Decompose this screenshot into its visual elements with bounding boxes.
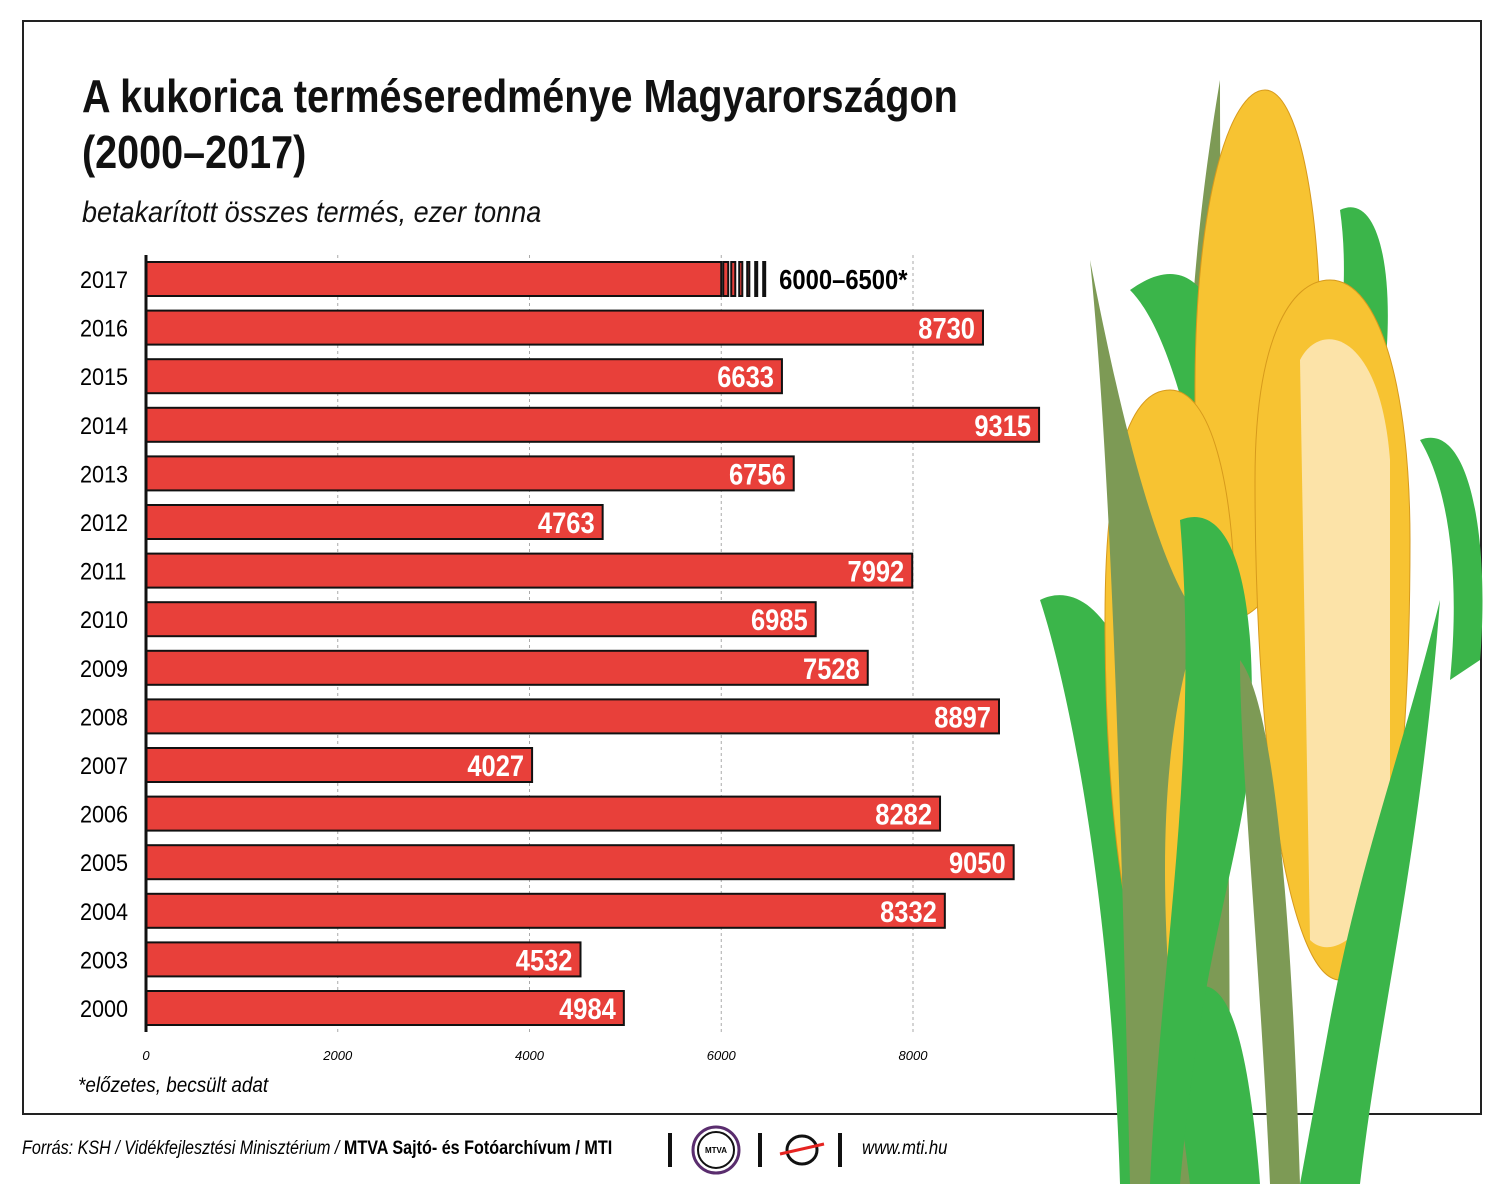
bar [145,698,1000,735]
source-agency: MTVA Sajtó- és Fotóarchívum / MTI [343,1138,613,1159]
estimate-bar-segment [738,261,744,297]
data-label: 9315 [974,409,1031,442]
title-line-2: (2000–2017) [82,126,307,178]
data-label: 8730 [918,312,975,345]
bar [145,649,869,686]
title-line-1: A kukorica terméseredménye Magyarországo… [82,70,958,122]
corn-husks [1090,260,1440,1184]
data-label: 9050 [949,846,1006,879]
divider [668,1133,672,1167]
y-tick-label: 2011 [80,558,126,585]
footnote: *előzetes, becsült adat [78,1074,269,1097]
data-label: 6756 [729,457,786,490]
data-label: 4532 [516,943,573,976]
bar [145,990,625,1026]
estimate-bar-segment [762,261,767,297]
y-tick-label: 2013 [80,460,128,487]
y-tick-label: 2016 [80,315,128,342]
data-label: 6000–6500* [779,263,908,295]
data-label: 7992 [848,555,905,588]
x-tick-label: 6000 [707,1048,737,1063]
website-link[interactable]: www.mti.hu [862,1138,948,1159]
bar [145,504,604,540]
bar [145,892,946,929]
bar [145,844,1015,881]
x-tick-label: 0 [142,1048,150,1063]
bar [145,747,534,783]
x-tick-label: 4000 [515,1048,545,1063]
y-tick-label: 2009 [80,655,128,682]
data-label: 8897 [934,700,991,733]
y-tick-label: 2007 [80,752,128,779]
data-label: 6985 [751,603,808,636]
y-tick-label: 2006 [80,801,128,828]
y-tick-label: 2008 [80,703,128,730]
x-tick-label: 2000 [322,1048,353,1063]
y-tick-label: 2005 [80,849,128,876]
mtva-logo: MTVA [691,1125,741,1175]
source-text: Forrás: KSH / Vidékfejlesztési Minisztér… [22,1138,344,1159]
bar [145,261,723,297]
divider [838,1133,842,1167]
estimate-bar-segment [722,261,730,297]
x-tick-label: 8000 [899,1048,929,1063]
data-label: 8282 [875,798,932,831]
data-label: 8332 [880,895,937,928]
mti-logo [779,1134,825,1166]
data-label: 4027 [467,749,524,782]
source-line: Forrás: KSH / Vidékfejlesztési Minisztér… [22,1138,612,1160]
data-label: 7528 [803,652,860,685]
chart-title: A kukorica terméseredménye Magyarországo… [82,68,958,180]
bar [145,309,984,346]
y-tick-label: 2003 [80,946,128,973]
y-tick-label: 2015 [80,363,128,390]
y-tick-label: 2014 [80,412,128,439]
estimate-bar-segment [754,261,759,297]
bar [145,552,914,589]
y-tick-label: 2010 [80,606,128,633]
bar [145,358,783,395]
data-label: 4763 [538,506,595,539]
data-label: 4984 [559,992,616,1025]
data-label: 6633 [717,360,774,393]
chart-subtitle: betakarított összes termés, ezer tonna [82,196,542,229]
divider [758,1133,762,1167]
bar [145,601,817,638]
y-tick-label: 2004 [80,898,128,925]
y-tick-label: 2012 [80,509,128,536]
bar [145,455,795,492]
bar [145,406,1041,443]
svg-text:MTVA: MTVA [705,1146,727,1155]
estimate-bar-segment [746,261,751,297]
bar [145,795,942,832]
bar [145,941,582,978]
y-tick-label: 2000 [80,995,128,1022]
corn-illustration [1040,80,1483,1184]
estimate-bar-segment [730,261,737,297]
y-tick-label: 2017 [80,266,128,293]
